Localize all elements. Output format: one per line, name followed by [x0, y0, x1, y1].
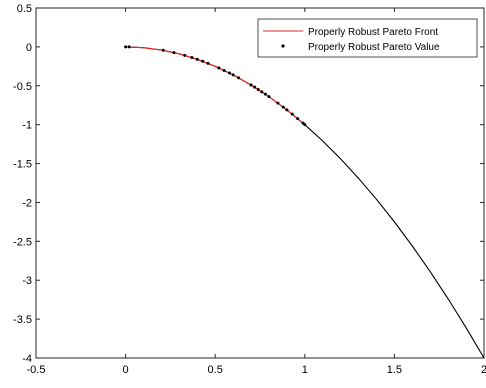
- y-tick-label: -4: [22, 353, 32, 365]
- x-tick-label: 0.5: [208, 364, 223, 376]
- x-tick-label: 2: [481, 364, 486, 376]
- legend-box: [257, 18, 478, 58]
- y-tick-label: -2.5: [13, 236, 32, 248]
- x-tick-label: 1.5: [387, 364, 402, 376]
- x-tick-label: 0: [123, 364, 129, 376]
- pareto-value-point: [172, 51, 176, 55]
- series-pareto-front-line: [125, 46, 306, 126]
- pareto-value-point: [161, 48, 165, 52]
- pareto-value-point: [263, 92, 267, 96]
- pareto-value-point: [228, 71, 232, 75]
- pareto-value-point: [260, 90, 264, 94]
- legend-label-front: Properly Robust Pareto Front: [308, 27, 438, 38]
- y-tick-label: -3.5: [13, 314, 32, 326]
- y-tick-label: -0.5: [13, 81, 32, 93]
- legend: Properly Robust Pareto Front Properly Ro…: [257, 18, 478, 58]
- legend-label-value: Properly Robust Pareto Value: [308, 42, 440, 53]
- pareto-value-point: [296, 117, 300, 121]
- pareto-value-point: [183, 53, 187, 57]
- y-tick-label: 0.5: [17, 3, 32, 15]
- pareto-value-point: [276, 101, 280, 105]
- pareto-value-point: [195, 57, 199, 61]
- pareto-value-point: [124, 45, 128, 49]
- legend-swatch-value: [281, 44, 285, 48]
- y-tick-label: -1: [22, 120, 32, 132]
- y-tick-label: -1.5: [13, 159, 32, 171]
- y-tick-label: -3: [22, 275, 32, 287]
- y-tick-label: -2: [22, 197, 32, 209]
- plot-area: [35, 7, 485, 359]
- pareto-value-point: [201, 59, 205, 63]
- pareto-value-point: [249, 83, 253, 87]
- pareto-value-point: [290, 112, 294, 116]
- pareto-value-point: [231, 73, 235, 77]
- axis-ticks: -0.5 0 0.5 1 1.5 2 0.5 0 -0.5 -1 -1.5 -2 -2.5 -3 -3.5 -…: [13, 3, 486, 376]
- x-tick-label: -0.5: [27, 364, 46, 376]
- pareto-value-point: [267, 95, 271, 99]
- pareto-value-point: [256, 88, 260, 92]
- series-layer: [124, 45, 485, 359]
- pareto-value-point: [303, 123, 307, 127]
- pareto-value-point: [190, 56, 194, 60]
- pareto-value-point: [236, 76, 240, 80]
- x-tick-label: 1: [302, 364, 308, 376]
- pareto-value-point: [206, 61, 210, 65]
- pareto-value-point: [222, 68, 226, 72]
- pareto-value-point: [285, 108, 289, 112]
- pareto-value-point: [253, 85, 257, 89]
- pareto-value-point: [217, 66, 221, 70]
- pareto-value-point: [281, 105, 285, 109]
- pareto-value-point: [127, 45, 131, 49]
- y-tick-label: 0: [26, 42, 32, 54]
